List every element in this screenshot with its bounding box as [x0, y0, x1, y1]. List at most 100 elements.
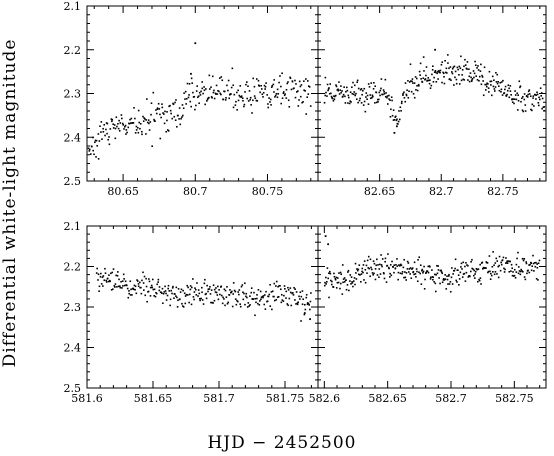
- data-point: [145, 119, 147, 121]
- data-point: [118, 130, 121, 132]
- data-point: [436, 264, 438, 267]
- data-point: [114, 283, 117, 285]
- data-point: [422, 270, 425, 273]
- data-point: [360, 88, 363, 90]
- data-point: [349, 100, 351, 102]
- data-point: [273, 91, 275, 93]
- data-point: [330, 92, 332, 95]
- data-point: [418, 70, 421, 73]
- data-point: [352, 81, 354, 84]
- data-point: [380, 264, 383, 266]
- data-point: [485, 83, 487, 86]
- data-point: [304, 308, 307, 311]
- data-point: [212, 302, 214, 304]
- data-point: [480, 83, 483, 86]
- data-point: [465, 262, 467, 264]
- data-point: [438, 71, 441, 74]
- data-point: [247, 100, 250, 102]
- data-point: [165, 299, 168, 301]
- data-point: [258, 304, 261, 306]
- data-point: [271, 308, 273, 311]
- data-point: [327, 89, 329, 92]
- data-point: [472, 70, 475, 72]
- data-point: [385, 92, 387, 94]
- data-point: [231, 290, 233, 293]
- data-point: [335, 287, 338, 289]
- data-point: [457, 68, 459, 71]
- data-point: [367, 103, 370, 105]
- data-point: [511, 101, 514, 104]
- data-point: [217, 285, 219, 288]
- data-point: [410, 277, 413, 279]
- data-point: [445, 288, 448, 290]
- data-point: [536, 91, 538, 94]
- data-point: [120, 280, 122, 283]
- data-point: [254, 97, 257, 99]
- data-point: [201, 299, 204, 301]
- data-point: [220, 93, 222, 96]
- data-point: [183, 292, 186, 295]
- data-point: [325, 283, 327, 285]
- data-point: [305, 293, 308, 296]
- data-point: [280, 293, 283, 296]
- data-point: [129, 280, 132, 283]
- data-point: [154, 295, 157, 298]
- data-point: [519, 270, 522, 273]
- data-point: [265, 82, 267, 84]
- data-point: [286, 82, 289, 85]
- data-point: [163, 113, 165, 115]
- data-point: [449, 280, 452, 283]
- data-point: [155, 292, 158, 295]
- data-point: [216, 294, 219, 296]
- data-point: [195, 294, 198, 296]
- data-point: [408, 90, 410, 93]
- data-point: [122, 285, 124, 287]
- data-point: [252, 99, 254, 102]
- data-point-outlier: [434, 48, 436, 51]
- data-point: [174, 101, 176, 104]
- data-point: [330, 279, 332, 282]
- data-point: [326, 83, 329, 86]
- data-point: [439, 71, 441, 74]
- y-tick-label: 2.2: [64, 44, 82, 57]
- data-point: [252, 298, 255, 300]
- data-point: [496, 260, 499, 262]
- data-point: [135, 125, 138, 128]
- data-point: [348, 289, 350, 292]
- data-point: [300, 320, 302, 322]
- data-point: [239, 305, 242, 308]
- data-point: [478, 279, 481, 282]
- data-point: [522, 259, 525, 262]
- data-point: [472, 268, 475, 271]
- data-point: [189, 288, 192, 291]
- data-point: [346, 284, 349, 286]
- data-point: [240, 96, 243, 98]
- data-point: [220, 76, 223, 78]
- data-point: [509, 85, 512, 87]
- data-point: [403, 258, 405, 261]
- data-point: [429, 79, 431, 81]
- data-point: [347, 269, 350, 272]
- data-point: [192, 278, 194, 280]
- data-point: [519, 273, 522, 276]
- data-point: [221, 79, 224, 82]
- data-point: [133, 284, 136, 287]
- data-point: [535, 277, 538, 280]
- data-point: [301, 303, 304, 306]
- data-point: [481, 74, 483, 77]
- data-point: [119, 285, 121, 287]
- data-point: [98, 290, 100, 293]
- data-point: [151, 286, 153, 289]
- data-point: [448, 275, 450, 277]
- data-point: [112, 127, 115, 129]
- data-point: [415, 77, 418, 80]
- data-point: [409, 267, 412, 269]
- data-point: [375, 91, 378, 94]
- data-point: [198, 91, 201, 94]
- data-point: [223, 298, 225, 300]
- x-tick-label: 581.7: [203, 392, 235, 405]
- data-point: [530, 269, 533, 272]
- data-point: [326, 267, 329, 269]
- data-point: [260, 88, 263, 90]
- data-point: [332, 286, 335, 288]
